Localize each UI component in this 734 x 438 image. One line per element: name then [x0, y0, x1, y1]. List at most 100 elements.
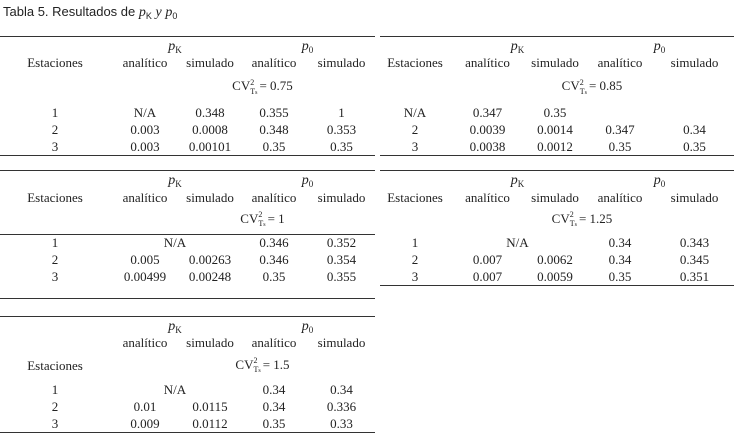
column-header: simulado	[186, 335, 234, 350]
table-row: 2 0.0039 0.0014 0.347 0.34	[380, 121, 734, 138]
cv-subsub: s	[584, 89, 587, 96]
cell-value: 0.35	[683, 138, 706, 154]
table-row: Estaciones CV2 Ts = 1.5	[0, 351, 375, 381]
group-header: pK	[110, 317, 240, 335]
table-row: 2 0.003 0.0008 0.348 0.353	[0, 121, 375, 138]
column-header: analítico	[465, 189, 510, 205]
empty-cell	[0, 171, 110, 189]
group-header: p0	[585, 37, 734, 55]
cell-value: 0.34	[262, 381, 286, 397]
group-header: p0	[240, 317, 375, 335]
row-label: 2	[51, 121, 59, 137]
cv-indices: 2 Ts	[580, 78, 587, 98]
column-header: simulado	[670, 55, 719, 70]
cell-value: 0.34	[262, 398, 286, 414]
header-var: p	[168, 318, 176, 334]
header-var: p	[301, 172, 309, 188]
cell-value: 0.348	[259, 121, 289, 137]
header-var: p	[301, 38, 309, 54]
title-var: p	[165, 5, 173, 20]
group-header: pK	[450, 37, 585, 55]
empty-cell	[0, 71, 110, 104]
row-label: 2	[51, 398, 59, 414]
cv-subsub: s	[258, 368, 261, 374]
row-label: 1	[51, 104, 59, 120]
cv-value: = 1.25	[578, 210, 613, 226]
table-block: pK p0 Estaciones analítico simulado analítico…	[380, 36, 734, 156]
group-header: p0	[240, 171, 375, 189]
cell-value: 0.354	[326, 251, 357, 267]
cv-label: CV2 Ts = 1.25	[552, 210, 613, 228]
table-row: 1 N/A 0.346 0.352	[0, 234, 375, 251]
cv-sub: T	[579, 86, 585, 96]
results-table: pK p0 Estaciones analítico simulado analítico…	[380, 171, 734, 285]
table-row: CV2 Ts = 1.25	[380, 206, 734, 234]
table-row: 3 0.0038 0.0012 0.35 0.35	[380, 138, 734, 155]
table-row: pK p0	[380, 37, 734, 55]
cell-value: 1	[338, 104, 345, 120]
cell-value: 0.346	[259, 251, 289, 267]
title-sub: K	[145, 11, 152, 21]
column-header: simulado	[531, 189, 579, 205]
cv-sub: T	[250, 86, 256, 96]
table-block: pK p0 analítico simulado analítico simulado Es…	[0, 316, 375, 433]
cv-sup: 2	[258, 209, 263, 219]
header-var: p	[510, 38, 518, 54]
cell-value: 0.336	[326, 398, 357, 414]
cell-value: 0.00263	[188, 251, 232, 267]
empty-cell	[380, 71, 450, 104]
column-header: analítico	[251, 189, 297, 205]
row-label: 3	[51, 415, 59, 431]
row-label: 3	[411, 138, 419, 154]
header-var: p	[168, 38, 176, 54]
cell-value: 0.0112	[192, 415, 228, 431]
cell-value: 0.0014	[537, 121, 573, 137]
cv-sub: T	[258, 218, 264, 228]
table-row: 1 N/A 0.34 0.34	[0, 381, 375, 398]
table-row: 3 0.007 0.0059 0.35 0.351	[380, 268, 734, 285]
header-sub: 0	[660, 44, 666, 55]
table-row: analítico simulado analítico simulado	[0, 335, 375, 351]
cv-indices: 2 Ts	[253, 356, 260, 376]
empty-cell	[0, 206, 110, 234]
table-row: 3 0.009 0.0112 0.35 0.33	[0, 415, 375, 432]
table-row: 2 0.007 0.0062 0.34 0.345	[380, 251, 734, 268]
cv-subsub: s	[255, 89, 258, 96]
table-row: Estaciones analítico simulado analítico simu…	[380, 55, 734, 71]
row-label: 2	[411, 251, 419, 267]
results-table: pK p0 Estaciones analítico simulado analítico…	[380, 37, 734, 155]
column-header: simulado	[186, 55, 234, 70]
cv-subsub: s	[263, 221, 266, 228]
title-sub: 0	[172, 11, 178, 21]
cell-value: 0.35	[262, 415, 286, 431]
column-header: simulado	[317, 55, 366, 70]
column-header: Estaciones	[27, 55, 83, 70]
table-block: pK p0 Estaciones analítico simulado analítico…	[0, 170, 375, 299]
empty-cell	[0, 317, 110, 335]
table-row: pK p0	[380, 171, 734, 189]
group-header: pK	[110, 171, 240, 189]
empty-cell	[0, 37, 110, 55]
table-row: CV2 Ts = 0.85	[380, 71, 734, 104]
cv-sup: 2	[250, 77, 255, 87]
group-header: p0	[585, 171, 734, 189]
cell-value: 0.0038	[469, 138, 506, 154]
column-header: Estaciones	[387, 55, 443, 70]
header-var: p	[653, 38, 661, 54]
cell-value: 0.35	[330, 138, 353, 154]
cell-value: 0.352	[326, 234, 357, 250]
cell-value: 0.005	[130, 251, 160, 267]
row-label: 2	[411, 121, 419, 137]
cv-sup: 2	[569, 210, 574, 219]
empty-cell	[380, 206, 450, 234]
cell-value: 0.009	[130, 415, 160, 431]
cell-value: 0.0012	[537, 138, 573, 154]
header-sub: 0	[308, 44, 314, 55]
cell-value: 0.34	[683, 121, 706, 137]
cell-value: N/A	[133, 104, 157, 120]
cell-value: 0.347	[472, 104, 503, 120]
cell-value: 0.00248	[188, 268, 232, 284]
cv-sub: T	[569, 219, 575, 228]
column-header: Estaciones	[27, 358, 83, 373]
cell-value: 0.343	[679, 234, 710, 250]
